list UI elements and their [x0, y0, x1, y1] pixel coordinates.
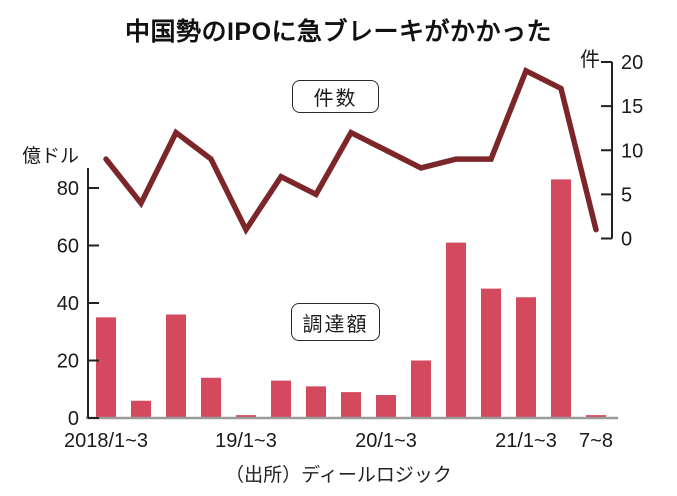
x-axis-label: 21/1~3	[495, 430, 557, 452]
right-axis-tick-label: 10	[621, 140, 643, 162]
left-axis-tick-label: 40	[57, 293, 79, 315]
bar	[166, 314, 186, 418]
left-axis-tick-label: 0	[68, 408, 79, 430]
bar-series-legend-box: 調達額	[291, 303, 380, 341]
line-series-label: 件数	[313, 88, 358, 110]
right-axis-tick-label: 5	[621, 184, 632, 206]
bar-series-label: 調達額	[302, 313, 369, 336]
bar	[551, 179, 571, 418]
line-series-legend-box: 件数	[292, 80, 379, 113]
bar	[131, 400, 151, 418]
right-axis-tick-label: 15	[621, 96, 643, 118]
right-axis-tick-label: 0	[621, 229, 632, 251]
left-axis-tick-label: 60	[57, 236, 79, 258]
chart-title: 中国勢のIPOに急ブレーキがかかった	[124, 18, 553, 46]
bar	[96, 317, 116, 418]
bar	[481, 288, 501, 418]
left-axis-tick-label: 80	[57, 178, 79, 200]
x-axis-label: 2018/1~3	[64, 430, 148, 452]
right-axis-unit-label: 件	[580, 49, 600, 71]
bar	[341, 392, 361, 418]
x-axis-label: 7~8	[579, 430, 613, 452]
source-note: （出所）ディールロジック	[225, 465, 452, 486]
x-axis-label: 20/1~3	[355, 430, 417, 452]
bar	[236, 415, 256, 418]
bar	[201, 377, 221, 418]
bar	[586, 415, 606, 418]
right-axis-tick-label: 20	[621, 52, 643, 74]
bar	[411, 360, 431, 418]
line-series-path	[103, 67, 599, 236]
x-axis-label: 19/1~3	[215, 430, 277, 452]
left-axis-unit-label: 億ドル	[22, 146, 80, 167]
left-axis-tick-label: 20	[57, 351, 79, 373]
bar	[271, 380, 291, 418]
bar	[516, 297, 536, 418]
bar	[306, 386, 326, 418]
bar	[376, 395, 396, 418]
bar	[446, 242, 466, 418]
